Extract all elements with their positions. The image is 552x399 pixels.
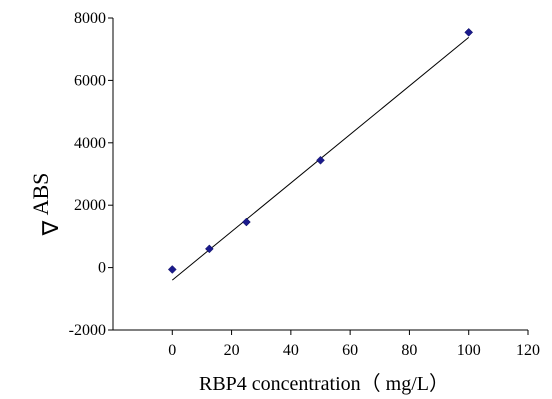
- axes: [112, 18, 528, 331]
- y-tick-label: 4000: [74, 135, 106, 152]
- y-tick-label: 0: [98, 260, 106, 277]
- x-tick-label: 20: [224, 342, 240, 359]
- y-tick-label: -2000: [69, 322, 106, 339]
- x-axis-title: RBP4 concentration（ mg/L）: [199, 372, 449, 395]
- data-point: [242, 217, 251, 227]
- y-axis-ticks: -2000 0 2000 4000 6000 8000: [69, 10, 113, 339]
- series-points: [167, 27, 474, 281]
- data-point: [204, 244, 214, 254]
- x-tick-label: 40: [283, 342, 299, 359]
- data-point: [316, 155, 325, 165]
- y-tick-label: 2000: [74, 197, 106, 214]
- data-point: [167, 265, 177, 274]
- x-axis-ticks: 0 20 40 60 80 100 120: [168, 330, 540, 359]
- x-tick-label: 120: [516, 342, 540, 359]
- y-tick-label: 8000: [74, 10, 106, 27]
- data-point: [464, 27, 474, 37]
- y-axis-title-text: ABS: [28, 173, 53, 216]
- x-tick-label: 60: [342, 342, 358, 359]
- x-tick-label: 80: [401, 342, 417, 359]
- y-axis-title-symbol: ∇: [38, 220, 63, 236]
- x-tick-label: 0: [168, 342, 176, 359]
- x-tick-label: 100: [457, 342, 481, 359]
- y-tick-label: 6000: [74, 72, 106, 89]
- y-axis-title: ∇ ABS: [28, 173, 63, 237]
